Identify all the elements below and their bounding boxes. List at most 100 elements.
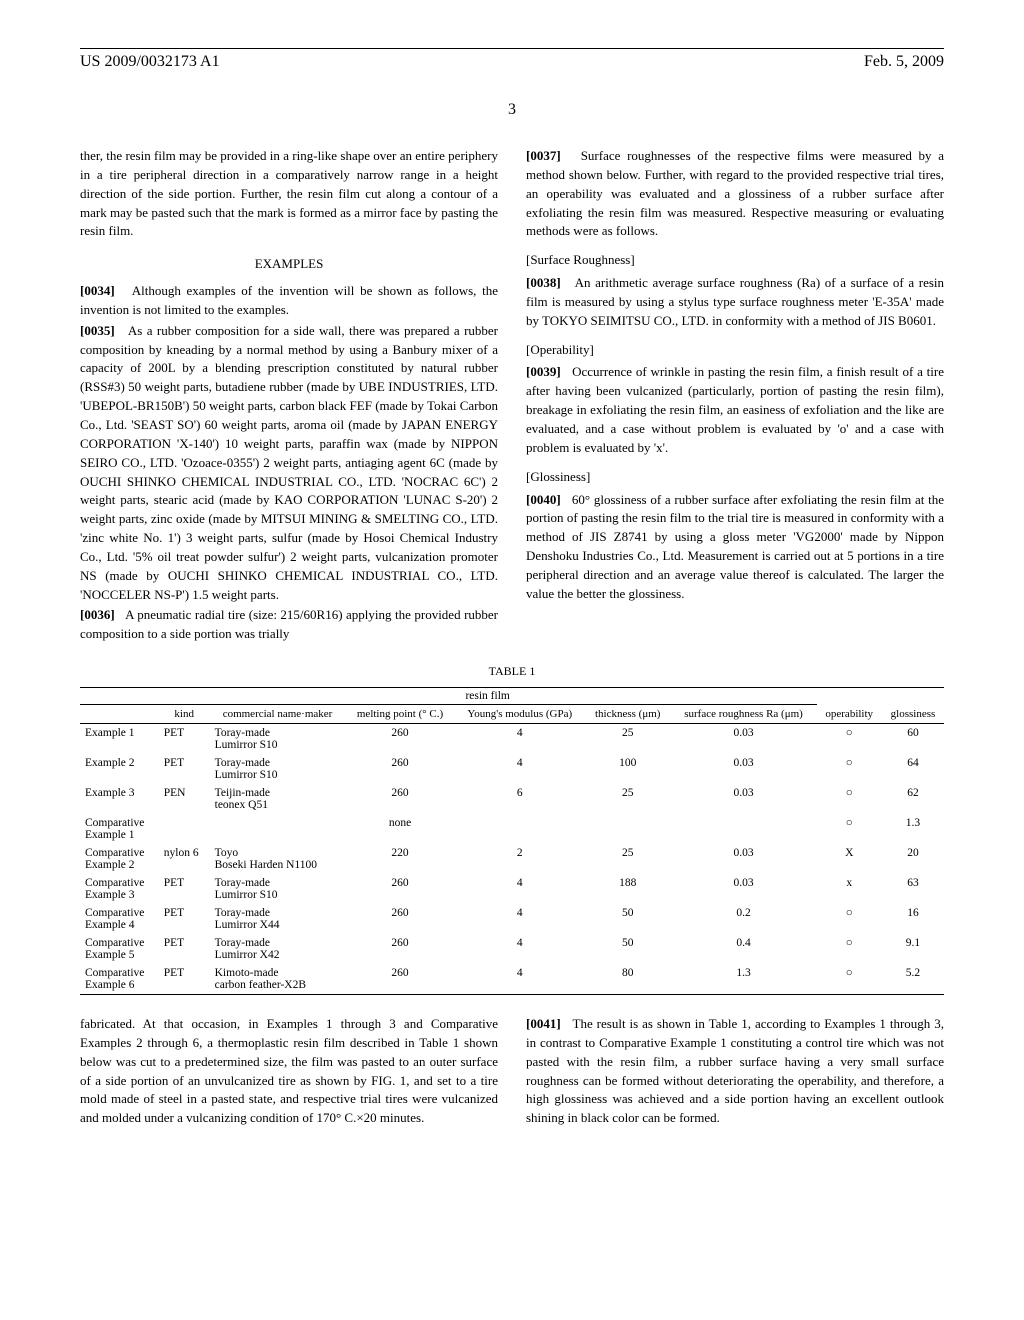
table-cell: Teijin-madeteonex Q51 bbox=[210, 784, 346, 814]
table-cell: 25 bbox=[585, 784, 671, 814]
table-cell: 9.1 bbox=[882, 934, 944, 964]
table-cell: X bbox=[817, 844, 882, 874]
table-cell: 260 bbox=[345, 904, 454, 934]
table-row: ComparativeExample 5PETToray-madeLumirro… bbox=[80, 934, 944, 964]
table-cell: 4 bbox=[455, 964, 585, 995]
table-row: ComparativeExample 3PETToray-madeLumirro… bbox=[80, 874, 944, 904]
table-cell: 188 bbox=[585, 874, 671, 904]
table-row: ComparativeExample 6PETKimoto-madecarbon… bbox=[80, 964, 944, 995]
table-cell: 260 bbox=[345, 934, 454, 964]
table-cell: ComparativeExample 5 bbox=[80, 934, 159, 964]
table-cell: 260 bbox=[345, 754, 454, 784]
lower-columns: fabricated. At that occasion, in Example… bbox=[80, 1015, 944, 1130]
table-cell: 5.2 bbox=[882, 964, 944, 995]
table-cell: x bbox=[817, 874, 882, 904]
table-cell: 0.2 bbox=[671, 904, 817, 934]
doc-number: US 2009/0032173 A1 bbox=[80, 53, 220, 71]
table-header-row: kind commercial name·maker melting point… bbox=[80, 705, 944, 724]
para-num-0036: [0036] bbox=[80, 607, 115, 622]
table-cell: 0.03 bbox=[671, 844, 817, 874]
col-melting: melting point (° C.) bbox=[345, 705, 454, 724]
paragraph-0035: [0035] As a rubber composition for a sid… bbox=[80, 322, 498, 605]
table-cell: PEN bbox=[159, 784, 210, 814]
table-cell: PET bbox=[159, 964, 210, 995]
table-cell: 100 bbox=[585, 754, 671, 784]
paragraph-continuation: ther, the resin film may be provided in … bbox=[80, 147, 498, 241]
table-cell bbox=[159, 814, 210, 844]
table-cell: 0.4 bbox=[671, 934, 817, 964]
table-cell: 80 bbox=[585, 964, 671, 995]
para-num-0040: [0040] bbox=[526, 492, 561, 507]
table-cell: PET bbox=[159, 724, 210, 755]
paragraph-0036: [0036] A pneumatic radial tire (size: 21… bbox=[80, 606, 498, 644]
table-cell: 50 bbox=[585, 934, 671, 964]
surface-roughness-heading: [Surface Roughness] bbox=[526, 251, 944, 270]
table-cell: 0.03 bbox=[671, 724, 817, 755]
table-cell: 4 bbox=[455, 754, 585, 784]
left-column: ther, the resin film may be provided in … bbox=[80, 147, 498, 646]
para-text-0034: Although examples of the invention will … bbox=[80, 283, 498, 317]
para-num-0041: [0041] bbox=[526, 1016, 561, 1031]
table-cell: ○ bbox=[817, 814, 882, 844]
table-cell: 4 bbox=[455, 874, 585, 904]
paragraph-0037: [0037] Surface roughnesses of the respec… bbox=[526, 147, 944, 241]
table-1: TABLE 1 resin film kind commercial name·… bbox=[80, 664, 944, 995]
para-num-0034: [0034] bbox=[80, 283, 115, 298]
table-cell: 0.03 bbox=[671, 784, 817, 814]
table-cell: 4 bbox=[455, 724, 585, 755]
col-thickness: thickness (μm) bbox=[585, 705, 671, 724]
col-commercial: commercial name·maker bbox=[210, 705, 346, 724]
table-cell: PET bbox=[159, 904, 210, 934]
table-cell: ○ bbox=[817, 964, 882, 995]
table-cell: 0.03 bbox=[671, 754, 817, 784]
examples-heading: EXAMPLES bbox=[80, 255, 498, 274]
table-cell: 4 bbox=[455, 904, 585, 934]
para-text-0039: Occurrence of wrinkle in pasting the res… bbox=[526, 364, 944, 454]
table-cell: none bbox=[345, 814, 454, 844]
table-cell: 6 bbox=[455, 784, 585, 814]
table-cell bbox=[455, 814, 585, 844]
table-cell: 220 bbox=[345, 844, 454, 874]
table-cell: 64 bbox=[882, 754, 944, 784]
table-cell: 260 bbox=[345, 784, 454, 814]
table-cell: 16 bbox=[882, 904, 944, 934]
paragraph-0041: [0041] The result is as shown in Table 1… bbox=[526, 1015, 944, 1128]
doc-date: Feb. 5, 2009 bbox=[864, 53, 944, 71]
table-body: Example 1PETToray-madeLumirror S10260425… bbox=[80, 724, 944, 995]
para-num-0039: [0039] bbox=[526, 364, 561, 379]
table-cell: Example 2 bbox=[80, 754, 159, 784]
table-row: Example 3PENTeijin-madeteonex Q512606250… bbox=[80, 784, 944, 814]
col-youngs: Young's modulus (GPa) bbox=[455, 705, 585, 724]
paragraph-0038: [0038] An arithmetic average surface rou… bbox=[526, 274, 944, 331]
table-cell: 20 bbox=[882, 844, 944, 874]
para-num-0035: [0035] bbox=[80, 323, 115, 338]
table-cell: 60 bbox=[882, 724, 944, 755]
table-cell: 50 bbox=[585, 904, 671, 934]
table-cell: nylon 6 bbox=[159, 844, 210, 874]
table-cell: ComparativeExample 1 bbox=[80, 814, 159, 844]
table-cell: ○ bbox=[817, 784, 882, 814]
para-text-0040: 60° glossiness of a rubber surface after… bbox=[526, 492, 944, 601]
paragraph-fabricated: fabricated. At that occasion, in Example… bbox=[80, 1015, 498, 1128]
col-operability: operability bbox=[817, 705, 882, 724]
table-cell: ○ bbox=[817, 934, 882, 964]
para-text-0041: The result is as shown in Table 1, accor… bbox=[526, 1016, 944, 1125]
col-kind: kind bbox=[159, 705, 210, 724]
table-cell: Toray-madeLumirror X42 bbox=[210, 934, 346, 964]
main-columns: ther, the resin film may be provided in … bbox=[80, 147, 944, 646]
operability-heading: [Operability] bbox=[526, 341, 944, 360]
table-cell: ○ bbox=[817, 754, 882, 784]
table-cell: Toray-madeLumirror S10 bbox=[210, 724, 346, 755]
lower-left-column: fabricated. At that occasion, in Example… bbox=[80, 1015, 498, 1130]
table-cell: 25 bbox=[585, 844, 671, 874]
table-cell: ComparativeExample 2 bbox=[80, 844, 159, 874]
col-roughness: surface roughness Ra (μm) bbox=[671, 705, 817, 724]
table-cell: Toray-madeLumirror S10 bbox=[210, 874, 346, 904]
table-cell: 0.03 bbox=[671, 874, 817, 904]
table-group-row: resin film bbox=[80, 688, 944, 705]
table-row: Example 1PETToray-madeLumirror S10260425… bbox=[80, 724, 944, 755]
table-cell: Kimoto-madecarbon feather-X2B bbox=[210, 964, 346, 995]
table-cell: 260 bbox=[345, 724, 454, 755]
page-number: 3 bbox=[80, 101, 944, 119]
resin-film-group: resin film bbox=[159, 688, 817, 705]
